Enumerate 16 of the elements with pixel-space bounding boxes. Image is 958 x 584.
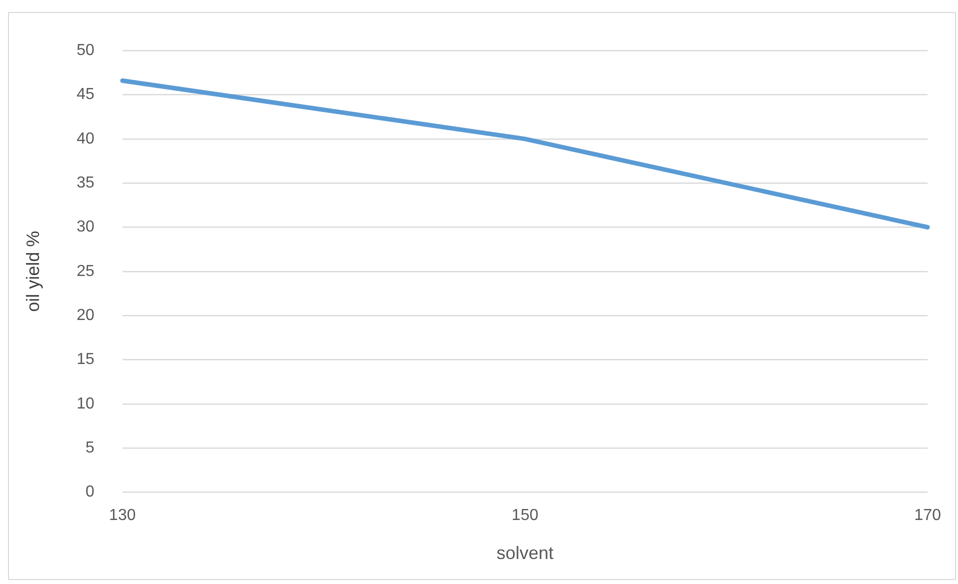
y-tick-label: 0 — [85, 484, 94, 501]
y-tick-label: 5 — [85, 439, 94, 456]
y-tick-label: 10 — [76, 395, 94, 412]
x-tick-label: 130 — [109, 507, 136, 524]
x-tick-label: 150 — [512, 507, 538, 524]
x-axis-title: solvent — [496, 543, 554, 564]
y-tick-label: 25 — [76, 262, 94, 280]
x-tick-label: 170 — [914, 507, 942, 524]
y-tick-label: 45 — [76, 86, 94, 104]
y-axis-title: oil yield % — [22, 230, 43, 312]
y-tick-label: 50 — [76, 42, 94, 60]
y-tick-label: 15 — [76, 351, 94, 368]
y-tick-label: 35 — [76, 174, 94, 192]
y-tick-label: 20 — [76, 306, 94, 324]
y-tick-label: 30 — [76, 218, 94, 236]
y-tick-label: 40 — [76, 130, 94, 148]
